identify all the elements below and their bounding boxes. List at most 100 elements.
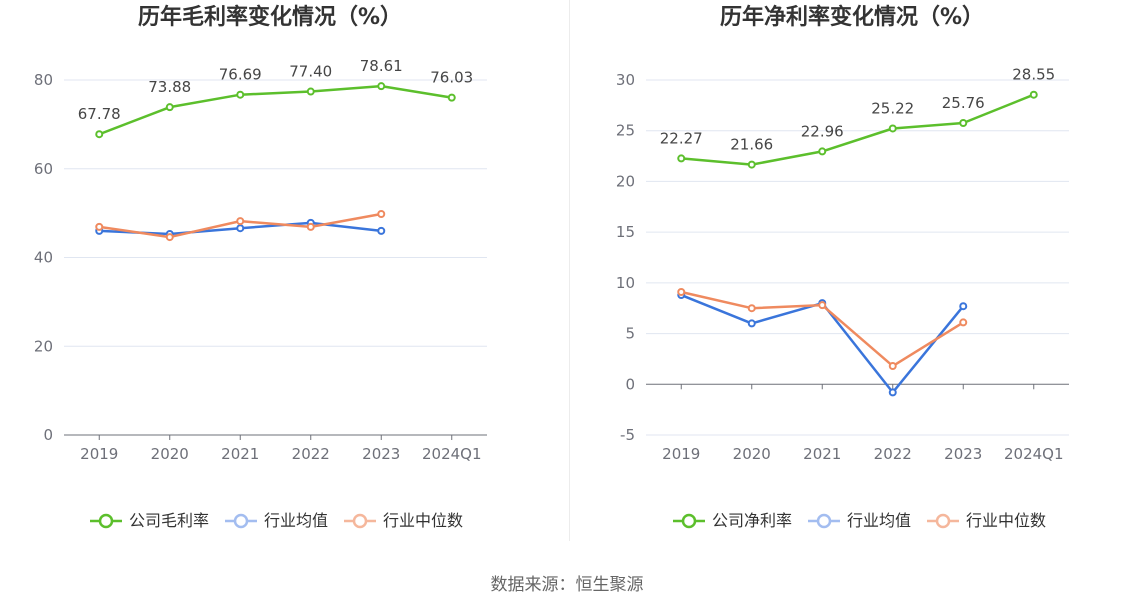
y-tick-label: 20 <box>616 172 635 190</box>
y-tick-label: 30 <box>616 71 635 89</box>
x-tick-label: 2022 <box>292 445 330 463</box>
y-tick-label: -5 <box>620 426 635 444</box>
data-point <box>165 233 174 242</box>
x-tick-label: 2020 <box>151 445 189 463</box>
data-point <box>747 319 756 328</box>
line-circle-legend-icon <box>90 513 122 529</box>
line-circle-legend-icon <box>673 513 705 529</box>
y-tick-label: 0 <box>43 426 53 444</box>
x-tick-label: 2019 <box>80 445 118 463</box>
data-point <box>747 304 756 313</box>
net-margin-chart-panel: 历年净利率变化情况（%） -5 0 5 10 15 20 25 30 2019 2020 2021 2… <box>567 0 1134 545</box>
y-axis: -5 0 5 10 15 20 25 30 <box>616 71 635 444</box>
data-point <box>888 124 897 133</box>
legend-label-industry-average: 行业均值 <box>264 511 329 530</box>
x-tick-label: 2023 <box>944 445 982 463</box>
gross-margin-line-chart: 0 20 40 60 80 2019 2020 2021 2022 2023 2024Q1 67.78… <box>34 57 487 463</box>
x-axis: 2019 2020 2021 2022 2023 2024Q1 <box>64 434 487 463</box>
net-margin-chart-title: 历年净利率变化情况（%） <box>719 5 985 30</box>
legend-item-company-gross-margin[interactable]: 公司毛利率 <box>90 511 209 531</box>
legend-item-industry-median[interactable]: 行业中位数 <box>344 511 463 531</box>
legend-label-industry-median: 行业中位数 <box>966 511 1047 530</box>
data-point <box>377 210 386 219</box>
x-axis: 2019 2020 2021 2022 2023 2024Q1 <box>646 383 1069 463</box>
legend-item-industry-average[interactable]: 行业均值 <box>808 511 911 531</box>
gross-margin-legend: 公司毛利率 行业均值 行业中位数 <box>90 511 479 531</box>
data-point <box>677 287 686 296</box>
y-tick-label: 5 <box>625 325 635 343</box>
panel-divider <box>569 0 570 541</box>
legend-item-industry-median[interactable]: 行业中位数 <box>927 511 1046 531</box>
y-tick-label: 60 <box>34 160 53 178</box>
data-point <box>236 224 245 233</box>
legend-item-company-net-margin[interactable]: 公司净利率 <box>673 511 792 531</box>
net-margin-legend: 公司净利率 行业均值 行业中位数 <box>673 511 1062 531</box>
data-point <box>95 222 104 231</box>
x-tick-label: 2024Q1 <box>422 445 482 463</box>
data-point <box>236 217 245 226</box>
y-tick-label: 10 <box>616 274 635 292</box>
data-label: 78.61 <box>360 57 403 75</box>
grid-lines <box>64 79 487 347</box>
legend-label-industry-average: 行业均值 <box>847 511 912 530</box>
legend-item-industry-average[interactable]: 行业均值 <box>225 511 328 531</box>
line-circle-legend-icon <box>808 513 841 529</box>
data-point <box>747 160 756 169</box>
x-tick-label: 2022 <box>874 445 912 463</box>
data-point <box>236 90 245 99</box>
data-label: 22.96 <box>801 122 844 140</box>
data-label: 76.69 <box>219 66 262 84</box>
data-label: 73.88 <box>148 78 191 96</box>
x-tick-label: 2023 <box>362 445 400 463</box>
y-tick-label: 80 <box>34 71 53 89</box>
data-point <box>1029 90 1038 99</box>
legend-label-company-gross-margin: 公司毛利率 <box>129 511 210 530</box>
y-axis: 0 20 40 60 80 <box>34 71 53 444</box>
data-point <box>447 93 456 102</box>
data-point <box>95 130 104 139</box>
data-point <box>888 362 897 371</box>
data-label: 25.76 <box>942 94 985 112</box>
data-label: 22.27 <box>660 129 703 147</box>
industry-median-series <box>95 210 386 242</box>
net-margin-line-chart: -5 0 5 10 15 20 25 30 2019 2020 2021 2022 2023 2024Q1… <box>616 66 1069 463</box>
line-circle-legend-icon <box>927 513 960 529</box>
company-series: 22.27 21.66 22.96 25.22 25.76 28.55 <box>660 66 1055 169</box>
data-point <box>818 301 827 310</box>
data-point <box>818 147 827 156</box>
data-point <box>959 119 968 128</box>
data-point <box>377 82 386 91</box>
data-label: 21.66 <box>730 136 773 154</box>
series-line <box>680 293 965 394</box>
company-series: 67.78 73.88 76.69 77.40 78.61 76.03 <box>78 57 473 139</box>
x-tick-label: 2021 <box>803 445 841 463</box>
data-label: 77.40 <box>289 63 332 81</box>
x-tick-label: 2024Q1 <box>1004 445 1064 463</box>
gross-margin-chart-title: 历年毛利率变化情况（%） <box>137 5 403 30</box>
y-tick-label: 25 <box>616 122 635 140</box>
legend-label-industry-median: 行业中位数 <box>383 511 464 530</box>
gross-margin-chart-panel: 历年毛利率变化情况（%） 0 20 40 60 80 2019 2020 2021 2022 20… <box>0 0 567 545</box>
data-point <box>888 388 897 397</box>
data-point <box>959 318 968 327</box>
legend-label-company-net-margin: 公司净利率 <box>712 511 793 530</box>
y-tick-label: 15 <box>616 223 635 241</box>
data-point <box>677 154 686 163</box>
x-tick-label: 2021 <box>221 445 259 463</box>
data-point <box>306 222 315 231</box>
data-point <box>959 302 968 311</box>
data-label: 67.78 <box>78 105 121 123</box>
y-tick-label: 20 <box>34 337 53 355</box>
data-point <box>377 226 386 235</box>
grid-lines <box>646 79 1069 436</box>
line-circle-legend-icon <box>225 513 258 529</box>
x-tick-label: 2019 <box>662 445 700 463</box>
industry-median-series <box>677 287 968 371</box>
data-label: 28.55 <box>1012 66 1055 84</box>
data-point <box>306 87 315 96</box>
data-point <box>165 103 174 112</box>
series-line <box>680 93 1035 166</box>
data-label: 25.22 <box>871 99 914 117</box>
line-circle-legend-icon <box>344 513 377 529</box>
data-source-footer: 数据来源：恒生聚源 <box>490 575 644 595</box>
